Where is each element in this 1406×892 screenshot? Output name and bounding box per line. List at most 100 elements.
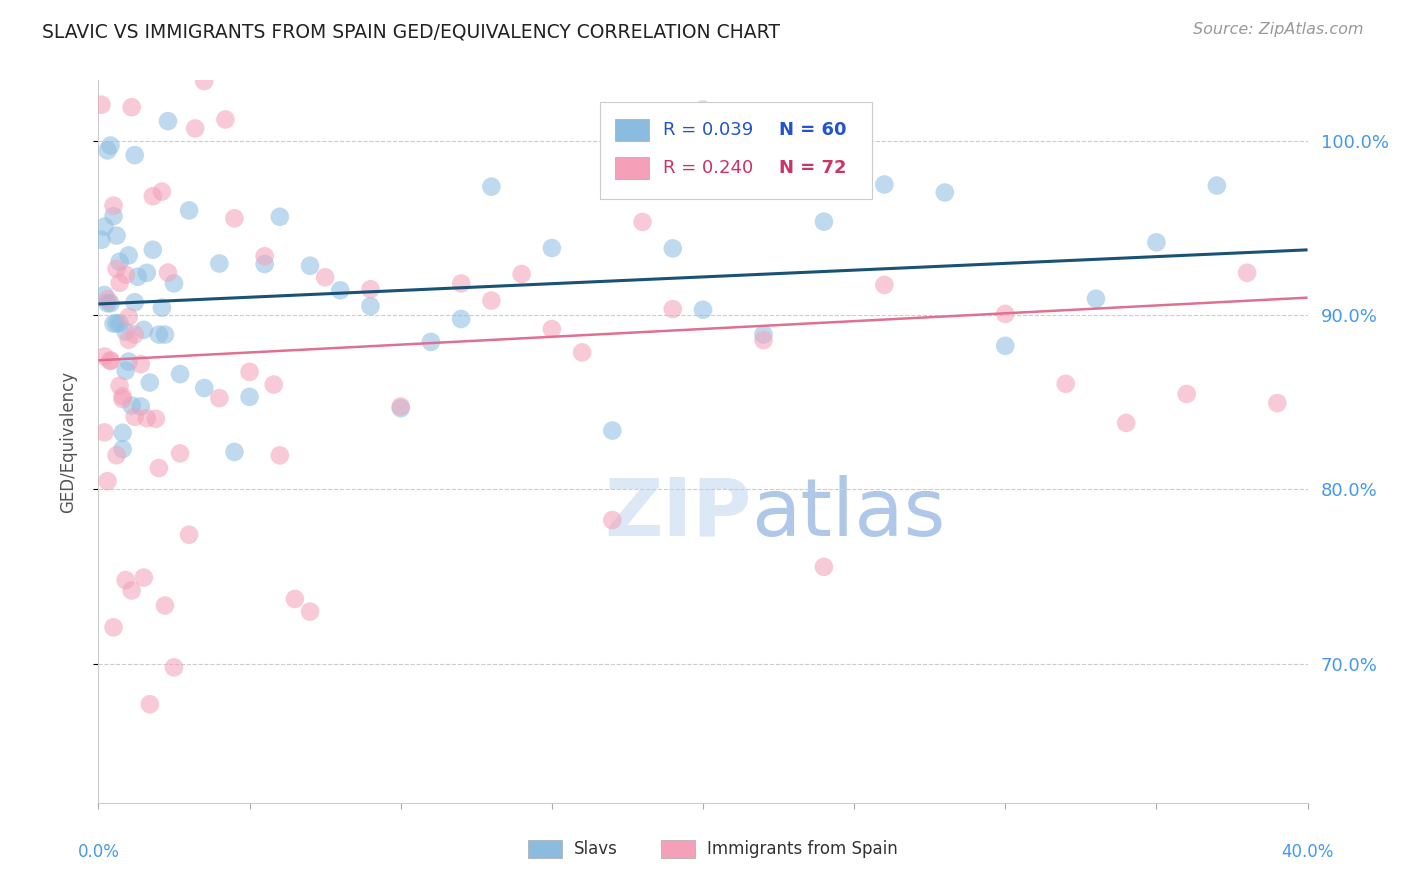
Point — [602, 424, 624, 438]
Point — [269, 449, 291, 463]
Text: Source: ZipAtlas.com: Source: ZipAtlas.com — [1194, 22, 1364, 37]
Point — [124, 295, 146, 310]
Point — [314, 270, 336, 285]
Point — [148, 461, 170, 475]
Point — [253, 249, 276, 263]
Point — [93, 350, 115, 364]
Point — [100, 353, 122, 368]
Point — [193, 381, 215, 395]
Point — [111, 392, 134, 406]
Point — [100, 354, 122, 368]
Point — [994, 339, 1017, 353]
Point — [661, 241, 683, 255]
Text: R = 0.240: R = 0.240 — [664, 159, 754, 177]
Point — [420, 334, 443, 349]
Point — [153, 327, 176, 342]
Point — [100, 138, 122, 153]
Point — [114, 325, 136, 339]
Point — [224, 445, 246, 459]
Bar — [527, 839, 561, 858]
Point — [239, 365, 262, 379]
Point — [156, 266, 179, 280]
Point — [510, 267, 533, 281]
Point — [93, 425, 115, 440]
Point — [121, 100, 143, 114]
Point — [90, 233, 112, 247]
Text: R = 0.039: R = 0.039 — [664, 121, 754, 139]
Point — [118, 333, 141, 347]
Point — [661, 302, 683, 317]
Point — [299, 259, 322, 273]
Bar — [614, 120, 648, 141]
Point — [142, 189, 165, 203]
Point — [103, 199, 125, 213]
Point — [571, 345, 593, 359]
Point — [139, 698, 162, 712]
Text: N = 60: N = 60 — [779, 121, 846, 139]
Point — [540, 322, 562, 336]
Point — [127, 269, 149, 284]
Text: ZIP: ZIP — [605, 475, 751, 553]
Point — [263, 377, 285, 392]
Point — [103, 317, 125, 331]
Point — [813, 560, 835, 574]
Point — [1175, 387, 1198, 401]
Point — [169, 446, 191, 460]
Point — [1085, 292, 1108, 306]
Point — [481, 293, 503, 308]
Point — [284, 591, 307, 606]
Point — [148, 327, 170, 342]
Point — [934, 0, 956, 12]
Point — [1115, 416, 1137, 430]
Point — [602, 513, 624, 527]
Point — [135, 411, 157, 425]
Point — [114, 268, 136, 282]
Point — [103, 620, 125, 634]
Point — [100, 296, 122, 310]
Point — [1267, 396, 1289, 410]
Point — [299, 605, 322, 619]
Point — [239, 390, 262, 404]
Point — [114, 364, 136, 378]
Point — [450, 277, 472, 291]
FancyBboxPatch shape — [600, 102, 872, 200]
Point — [111, 389, 134, 403]
Point — [129, 357, 152, 371]
Text: Immigrants from Spain: Immigrants from Spain — [707, 840, 897, 858]
Point — [481, 179, 503, 194]
Point — [114, 573, 136, 587]
Point — [108, 316, 131, 330]
Point — [111, 425, 134, 440]
Text: Slavs: Slavs — [574, 840, 617, 858]
Text: 40.0%: 40.0% — [1281, 843, 1334, 861]
Point — [105, 261, 128, 276]
Point — [631, 215, 654, 229]
Point — [873, 178, 896, 192]
Point — [179, 527, 201, 541]
Point — [752, 333, 775, 347]
Point — [96, 474, 118, 488]
Point — [108, 254, 131, 268]
Point — [994, 307, 1017, 321]
Point — [118, 248, 141, 262]
Point — [193, 74, 215, 88]
Point — [389, 401, 412, 416]
Point — [253, 257, 276, 271]
Point — [127, 42, 149, 56]
Text: 0.0%: 0.0% — [77, 843, 120, 861]
Point — [269, 210, 291, 224]
Point — [105, 228, 128, 243]
Point — [108, 276, 131, 290]
Y-axis label: GED/Equivalency: GED/Equivalency — [59, 370, 77, 513]
Point — [96, 292, 118, 306]
Point — [179, 203, 201, 218]
Point — [150, 185, 173, 199]
Point — [329, 284, 352, 298]
Point — [124, 409, 146, 424]
Point — [121, 399, 143, 413]
Point — [124, 148, 146, 162]
Point — [692, 302, 714, 317]
Point — [163, 660, 186, 674]
Point — [105, 316, 128, 330]
Point — [1146, 235, 1168, 250]
